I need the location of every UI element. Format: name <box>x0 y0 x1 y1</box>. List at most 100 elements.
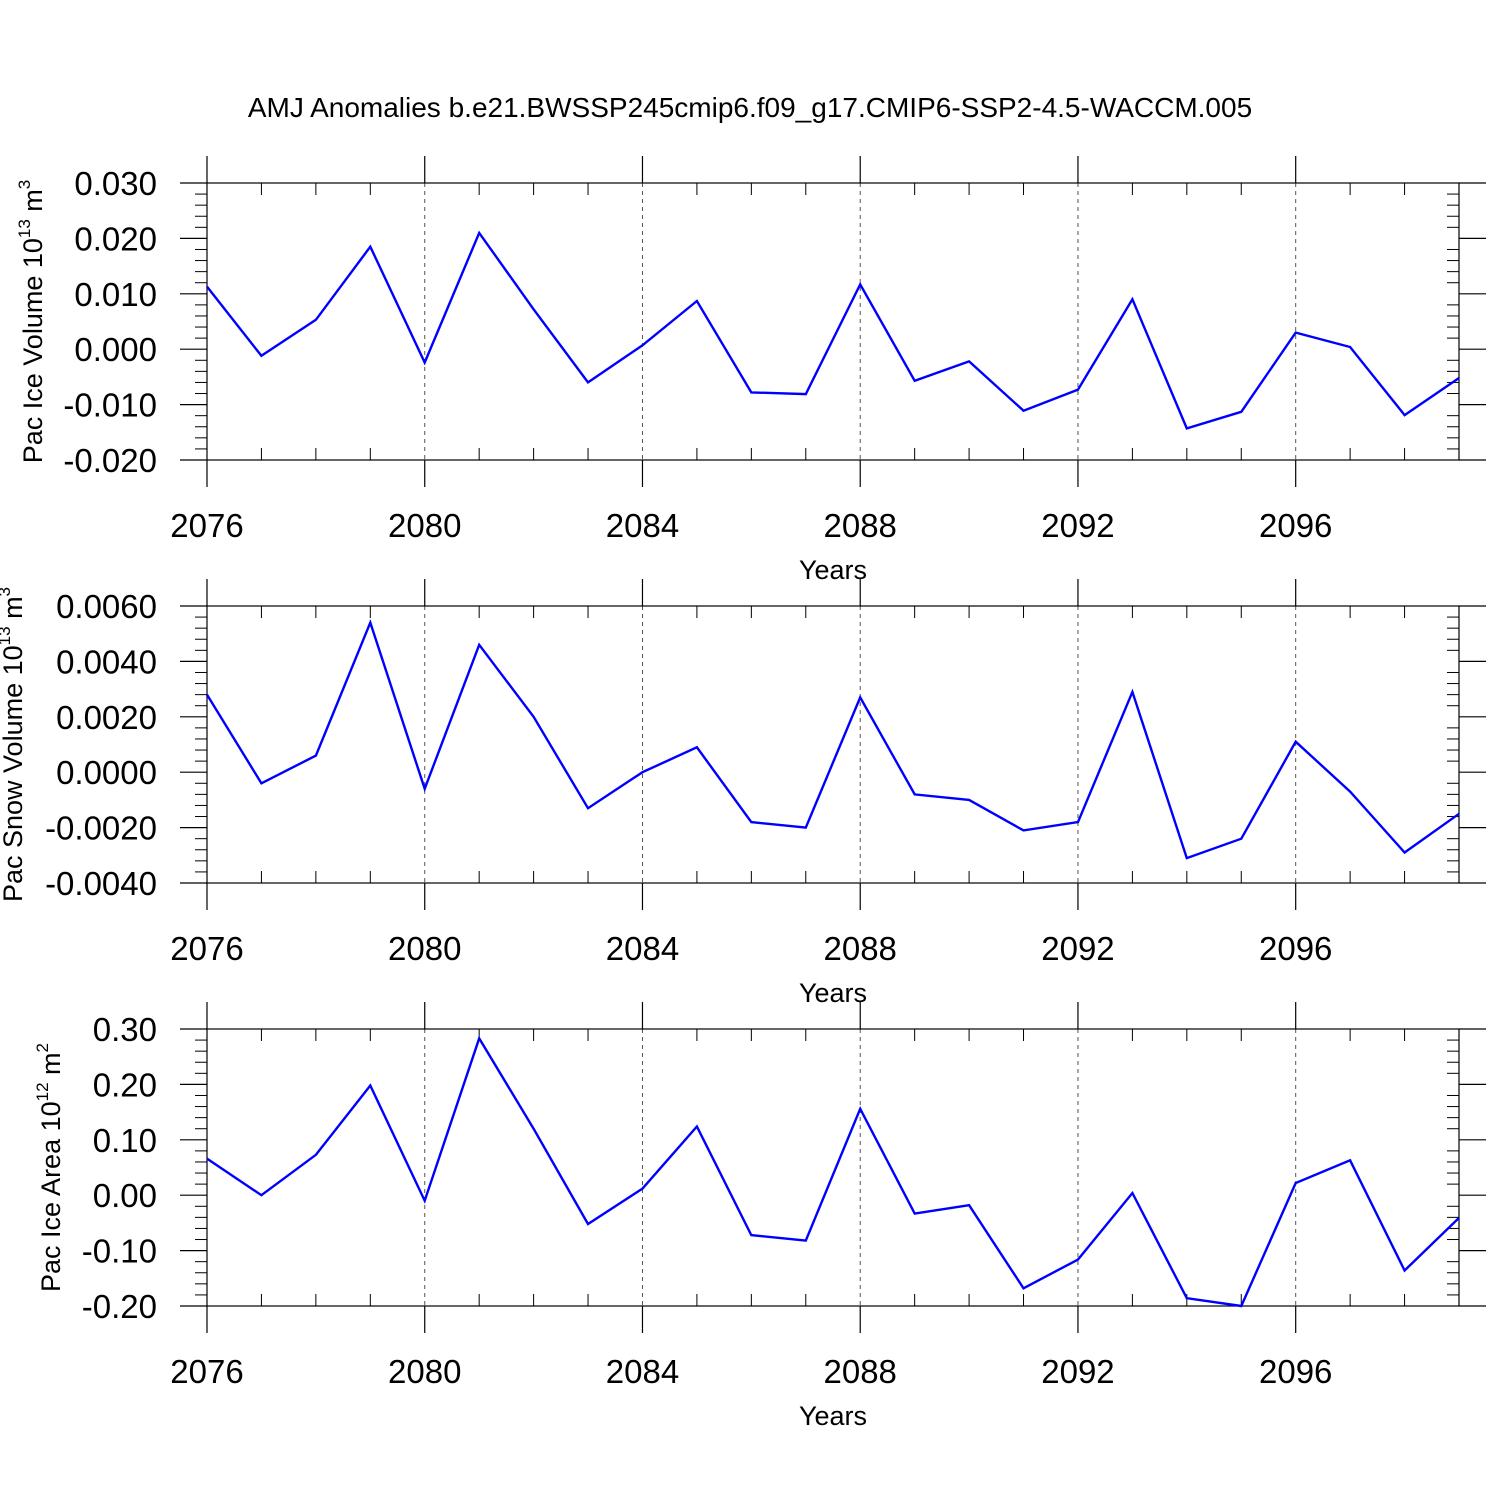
data-point <box>804 826 808 830</box>
series-line <box>206 1035 1460 1308</box>
data-point <box>368 621 372 625</box>
y-axis-title: Pac Ice Volume 1013 m3 <box>15 180 48 464</box>
data-point <box>640 1187 644 1191</box>
x-tick-label: 2088 <box>824 507 897 544</box>
data-point <box>1185 426 1189 430</box>
data-point <box>1294 331 1298 335</box>
data-point <box>1022 828 1026 832</box>
data-point <box>477 1036 481 1040</box>
x-tick-label: 2088 <box>824 930 897 967</box>
data-point <box>1022 409 1026 413</box>
x-axis-title: Years <box>799 978 867 1008</box>
y-axis-title-unit: m <box>36 1052 66 1082</box>
data-point <box>1457 1216 1461 1220</box>
data-point <box>314 318 318 322</box>
data-point <box>586 806 590 810</box>
data-point <box>1076 388 1080 392</box>
y-tick-label: 0.30 <box>93 1011 157 1048</box>
panel-1: -0.020 -0.010 0.000 0.010 0.020 0.030 2076 2080… <box>15 156 1486 585</box>
data-point <box>314 1153 318 1157</box>
y-tick-label: -0.0040 <box>45 865 157 902</box>
data-point <box>804 392 808 396</box>
y-tick-label: 0.000 <box>74 331 157 368</box>
y-tick-label: -0.020 <box>63 442 157 479</box>
data-point <box>749 1233 753 1237</box>
data-point <box>259 781 263 785</box>
data-point <box>1130 297 1134 301</box>
y-axis-title-exponent: 13 <box>15 219 34 238</box>
y-tick-label: -0.0020 <box>45 810 157 847</box>
y-axis-title-text: Pac Ice Area 10 <box>36 1101 66 1292</box>
y-axis-title-exponent: 13 <box>0 626 14 645</box>
x-tick-label: 2096 <box>1259 930 1332 967</box>
data-point <box>1185 856 1189 860</box>
x-tick-label: 2080 <box>388 930 461 967</box>
x-tick-label: 2092 <box>1041 1353 1114 1390</box>
data-point <box>586 380 590 384</box>
y-tick-label: -0.010 <box>63 387 157 424</box>
data-point <box>1457 812 1461 816</box>
x-tick-label: 2076 <box>170 930 243 967</box>
y-axis-title-unit-exponent: 2 <box>33 1043 52 1052</box>
y-axis-title: Pac Ice Area 1012 m2 <box>33 1043 66 1292</box>
data-point <box>259 1193 263 1197</box>
y-tick-label: -0.20 <box>82 1288 157 1325</box>
data-point <box>1348 345 1352 349</box>
series-line <box>205 619 1460 860</box>
data-point <box>804 1239 808 1243</box>
y-tick-label: -0.10 <box>82 1233 157 1270</box>
y-axis-title-exponent: 12 <box>33 1082 52 1101</box>
x-axis-title: Years <box>799 555 867 585</box>
data-point <box>205 285 209 289</box>
data-point <box>749 820 753 824</box>
x-axis-title: Years <box>799 1401 867 1431</box>
y-tick-label: 0.0000 <box>56 754 157 791</box>
data-point <box>1239 410 1243 414</box>
data-point <box>1403 851 1407 855</box>
data-point <box>1403 1269 1407 1273</box>
data-point <box>532 715 536 719</box>
data-point <box>205 1157 209 1161</box>
data-point <box>640 770 644 774</box>
data-point <box>477 643 481 647</box>
data-point <box>1130 1191 1134 1195</box>
data-point <box>423 1199 427 1203</box>
x-tick-label: 2096 <box>1259 507 1332 544</box>
data-point <box>368 245 372 249</box>
data-point <box>1130 690 1134 694</box>
y-axis-title-text: Pac Ice Volume 10 <box>18 238 48 463</box>
data-point <box>423 787 427 791</box>
series-line <box>206 230 1460 430</box>
y-axis-title-text: Pac Snow Volume 10 <box>0 645 28 902</box>
data-point <box>858 1107 862 1111</box>
data-point <box>1294 1181 1298 1185</box>
plot-frame <box>206 605 1460 884</box>
x-tick-label: 2084 <box>606 930 679 967</box>
x-tick-label: 2084 <box>606 1353 679 1390</box>
panel-3: -0.20 -0.10 0.00 0.10 0.20 0.30 2076 2080 2084 20… <box>33 1002 1486 1431</box>
data-point <box>532 1127 536 1131</box>
x-tick-label: 2092 <box>1041 930 1114 967</box>
data-point <box>640 343 644 347</box>
data-point <box>967 798 971 802</box>
data-point <box>1294 740 1298 744</box>
y-tick-label: 0.00 <box>93 1177 157 1214</box>
data-point <box>913 379 917 383</box>
y-tick-label: 0.10 <box>93 1122 157 1159</box>
data-point <box>259 354 263 358</box>
y-tick-label: 0.010 <box>74 276 157 313</box>
plot-frame <box>206 1028 1460 1307</box>
y-tick-label: 0.0060 <box>56 588 157 625</box>
x-tick-label: 2084 <box>606 507 679 544</box>
data-point <box>695 1125 699 1129</box>
panel-2: -0.0040 -0.0020 0.0000 0.0020 0.0040 0.0060 20… <box>0 579 1486 1008</box>
x-tick-label: 2076 <box>170 507 243 544</box>
data-point <box>695 745 699 749</box>
data-point <box>858 695 862 699</box>
plot-frame <box>206 182 1460 461</box>
data-point <box>858 282 862 286</box>
data-point <box>967 1203 971 1207</box>
data-point <box>1348 1158 1352 1162</box>
data-point <box>1076 820 1080 824</box>
